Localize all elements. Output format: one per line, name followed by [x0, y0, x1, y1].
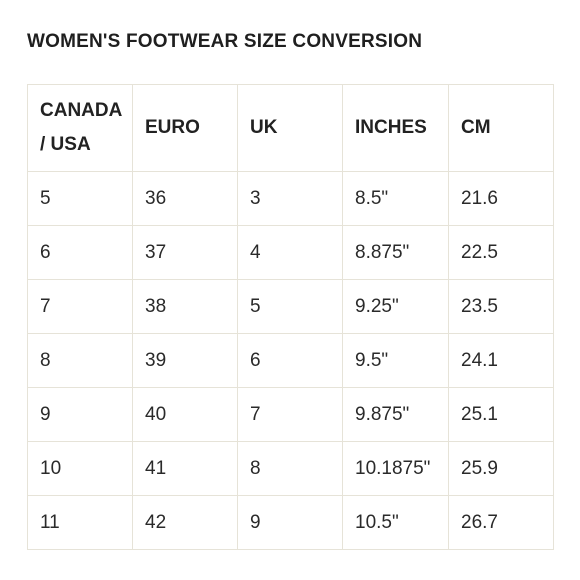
- cell-cm: 25.9: [448, 441, 554, 496]
- cell-canada-usa: 8: [27, 333, 133, 388]
- page-title: WOMEN'S FOOTWEAR SIZE CONVERSION: [27, 31, 423, 52]
- table-row: 9 40 7 9.875" 25.1: [27, 387, 554, 442]
- cell-cm: 24.1: [448, 333, 554, 388]
- cell-canada-usa: 6: [27, 225, 133, 280]
- cell-uk: 9: [237, 495, 343, 550]
- table-row: 6 37 4 8.875" 22.5: [27, 225, 554, 280]
- column-header-inches: INCHES: [342, 84, 449, 172]
- table-body: 5 36 3 8.5" 21.6 6 37 4 8.875" 22.5 7 38…: [27, 171, 554, 550]
- cell-uk: 8: [237, 441, 343, 496]
- cell-uk: 7: [237, 387, 343, 442]
- header-row: CANADA / USA EURO UK INCHES CM: [27, 84, 554, 172]
- cell-inches: 10.5": [342, 495, 449, 550]
- cell-euro: 42: [132, 495, 238, 550]
- cell-uk: 3: [237, 171, 343, 226]
- cell-uk: 6: [237, 333, 343, 388]
- cell-canada-usa: 10: [27, 441, 133, 496]
- cell-cm: 26.7: [448, 495, 554, 550]
- cell-canada-usa: 5: [27, 171, 133, 226]
- cell-euro: 37: [132, 225, 238, 280]
- cell-inches: 9.25": [342, 279, 449, 334]
- cell-uk: 4: [237, 225, 343, 280]
- table-row: 10 41 8 10.1875" 25.9: [27, 441, 554, 496]
- cell-cm: 22.5: [448, 225, 554, 280]
- table-row: 8 39 6 9.5" 24.1: [27, 333, 554, 388]
- cell-inches: 8.875": [342, 225, 449, 280]
- table-row: 7 38 5 9.25" 23.5: [27, 279, 554, 334]
- cell-canada-usa: 9: [27, 387, 133, 442]
- column-header-euro: EURO: [132, 84, 238, 172]
- table-row: 11 42 9 10.5" 26.7: [27, 495, 554, 550]
- cell-euro: 38: [132, 279, 238, 334]
- cell-cm: 23.5: [448, 279, 554, 334]
- cell-canada-usa: 11: [27, 495, 133, 550]
- column-header-uk: UK: [237, 84, 343, 172]
- cell-inches: 9.5": [342, 333, 449, 388]
- cell-euro: 36: [132, 171, 238, 226]
- cell-inches: 8.5": [342, 171, 449, 226]
- cell-cm: 21.6: [448, 171, 554, 226]
- table-header: CANADA / USA EURO UK INCHES CM: [27, 84, 554, 172]
- cell-inches: 9.875": [342, 387, 449, 442]
- cell-inches: 10.1875": [342, 441, 449, 496]
- size-conversion-table: CANADA / USA EURO UK INCHES CM 5 36 3 8.…: [27, 84, 554, 550]
- cell-euro: 40: [132, 387, 238, 442]
- cell-uk: 5: [237, 279, 343, 334]
- cell-canada-usa: 7: [27, 279, 133, 334]
- table-row: 5 36 3 8.5" 21.6: [27, 171, 554, 226]
- cell-euro: 41: [132, 441, 238, 496]
- column-header-canada-usa: CANADA / USA: [27, 84, 133, 172]
- cell-euro: 39: [132, 333, 238, 388]
- cell-cm: 25.1: [448, 387, 554, 442]
- column-header-cm: CM: [448, 84, 554, 172]
